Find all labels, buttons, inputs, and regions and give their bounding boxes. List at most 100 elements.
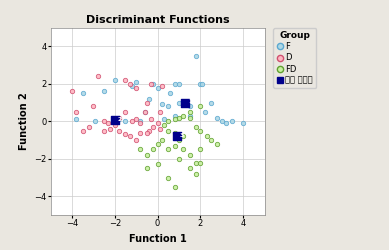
- Point: [165, 147, 171, 151]
- Point: [165, 104, 171, 108]
- Point: [159, 102, 165, 106]
- Point: [176, 82, 182, 86]
- X-axis label: Function 1: Function 1: [129, 234, 186, 244]
- Point: [150, 82, 156, 86]
- Point: [172, 118, 178, 122]
- Point: [197, 147, 203, 151]
- Point: [197, 104, 203, 108]
- Point: [187, 114, 193, 118]
- Title: Discriminant Functions: Discriminant Functions: [86, 15, 230, 25]
- Point: [172, 82, 178, 86]
- Point: [146, 128, 152, 132]
- Point: [86, 125, 92, 129]
- Point: [101, 89, 107, 93]
- Y-axis label: Function 2: Function 2: [19, 92, 29, 150]
- Point: [112, 118, 118, 122]
- Point: [154, 86, 161, 89]
- Point: [197, 128, 203, 132]
- Point: [107, 127, 114, 131]
- Point: [180, 147, 186, 151]
- Point: [122, 119, 128, 123]
- Point: [142, 110, 148, 114]
- Point: [154, 162, 161, 166]
- Point: [150, 147, 156, 151]
- Point: [105, 121, 111, 125]
- Point: [79, 128, 86, 132]
- Point: [154, 142, 161, 146]
- Point: [122, 78, 128, 82]
- Point: [116, 128, 122, 132]
- Point: [197, 82, 203, 86]
- Point: [137, 121, 144, 125]
- Legend: F, D, FD, 집단 중심값: F, D, FD, 집단 중심값: [273, 28, 316, 88]
- Point: [165, 128, 171, 132]
- Point: [200, 82, 206, 86]
- Point: [176, 100, 182, 104]
- Point: [144, 166, 150, 170]
- Point: [187, 104, 193, 108]
- Point: [214, 116, 221, 119]
- Point: [172, 130, 178, 134]
- Point: [172, 114, 178, 118]
- Point: [159, 138, 165, 142]
- Point: [144, 100, 150, 104]
- Point: [112, 123, 118, 127]
- Point: [112, 78, 118, 82]
- Point: [187, 116, 193, 119]
- Point: [193, 54, 199, 58]
- Point: [187, 153, 193, 157]
- Point: [187, 166, 193, 170]
- Point: [161, 118, 167, 122]
- Point: [161, 123, 167, 127]
- Point: [146, 97, 152, 101]
- Point: [230, 119, 236, 123]
- Point: [137, 119, 144, 123]
- Point: [127, 134, 133, 138]
- Point: [182, 100, 189, 104]
- Point: [154, 121, 161, 125]
- Point: [172, 144, 178, 148]
- Point: [172, 185, 178, 189]
- Point: [73, 110, 79, 114]
- Point: [165, 176, 171, 180]
- Point: [193, 172, 199, 176]
- Text: 2: 2: [117, 117, 122, 122]
- Point: [122, 110, 128, 114]
- Point: [116, 116, 122, 119]
- Point: [148, 82, 154, 86]
- Point: [223, 121, 229, 125]
- Point: [144, 130, 150, 134]
- Point: [204, 134, 210, 138]
- Point: [101, 119, 107, 123]
- Point: [208, 100, 214, 104]
- Point: [167, 91, 173, 95]
- Point: [156, 110, 163, 114]
- Point: [214, 142, 221, 146]
- Point: [197, 160, 203, 164]
- Point: [165, 119, 171, 123]
- Point: [144, 153, 150, 157]
- Point: [176, 116, 182, 119]
- Point: [133, 80, 139, 84]
- Point: [137, 147, 144, 151]
- Point: [92, 119, 98, 123]
- Point: [173, 134, 180, 138]
- Point: [193, 125, 199, 129]
- Point: [148, 118, 154, 122]
- Point: [127, 82, 133, 86]
- Point: [137, 130, 144, 134]
- Point: [176, 138, 182, 142]
- Point: [116, 118, 122, 122]
- Point: [95, 74, 101, 78]
- Point: [90, 104, 96, 108]
- Point: [133, 118, 139, 122]
- Point: [112, 118, 118, 122]
- Point: [219, 119, 225, 123]
- Point: [129, 119, 135, 123]
- Text: 1: 1: [188, 99, 193, 104]
- Point: [122, 132, 128, 136]
- Point: [79, 91, 86, 95]
- Point: [133, 138, 139, 142]
- Point: [156, 127, 163, 131]
- Point: [129, 84, 135, 88]
